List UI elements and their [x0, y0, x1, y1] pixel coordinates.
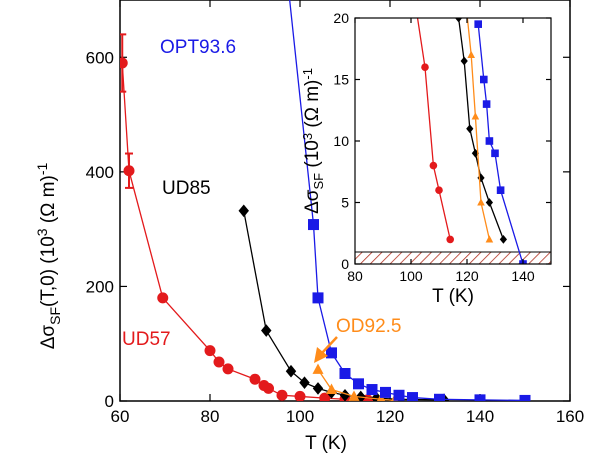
- main-point-opt93-6: [326, 347, 337, 359]
- main-point-ud57: [276, 389, 288, 401]
- label-od92-5: OD92.5: [336, 316, 401, 337]
- inset-ytick-label: 15: [333, 72, 349, 88]
- inset-point-opt93-6: [496, 186, 505, 194]
- inset-xtick-label: 100: [399, 268, 423, 284]
- inset-point-opt93-6: [474, 20, 482, 28]
- inset-xtick-label: 80: [347, 268, 363, 284]
- main-ytick-label: 400: [86, 163, 114, 182]
- inset-ytick-label: 20: [333, 10, 349, 26]
- main-xlabel: T (K): [305, 433, 347, 454]
- main-xtick-label: 60: [111, 407, 130, 426]
- inset-series-group: [413, 8, 527, 264]
- main-point-ud85: [299, 376, 310, 389]
- inset-point-od92-5: [477, 198, 485, 206]
- main-ytick-label: 200: [86, 277, 114, 296]
- inset-point-od92-5: [471, 112, 480, 120]
- main-point-ud57: [204, 345, 216, 357]
- main-point-ud85: [261, 324, 272, 337]
- inset-point-ud85: [460, 56, 468, 66]
- inset-axis-ticks: 80 100 120 140 0 5 10 15 20: [333, 10, 551, 284]
- main-point-opt93-6: [434, 393, 445, 401]
- inset-point-od92-5: [463, 10, 471, 17]
- main-point-ud57: [213, 356, 225, 368]
- inset-point-od92-5: [467, 50, 475, 58]
- label-ud85: UD85: [162, 178, 211, 199]
- inset-xtick-label: 120: [455, 268, 479, 284]
- main-point-ud57: [222, 363, 234, 375]
- inset-background: [355, 18, 551, 264]
- inset-ytick-label: 5: [341, 195, 349, 211]
- inset-point-opt93-6: [482, 100, 491, 108]
- main-point-od92-5: [348, 390, 360, 401]
- main-ytick-label: 600: [86, 48, 114, 67]
- main-point-opt93-6: [366, 384, 378, 396]
- main-point-opt93-6: [407, 392, 418, 401]
- main-point-ud85: [285, 364, 297, 378]
- inset-ytick-label: 0: [341, 256, 349, 272]
- inset-point-ud57: [435, 186, 443, 194]
- inset-xlabel: T (K): [432, 286, 474, 307]
- main-point-od92-5: [312, 363, 324, 374]
- main-point-ud85: [312, 382, 324, 395]
- main-point-ud57: [319, 392, 331, 401]
- main-point-ud57: [157, 292, 169, 304]
- main-xtick-label: 140: [466, 407, 494, 426]
- inset-point-opt93-6: [491, 149, 499, 158]
- main-ylabel: ΔσSF(T,0) (103 (Ω m)-1: [34, 163, 63, 350]
- main-point-opt93-6: [380, 386, 391, 398]
- inset-point-ud85: [471, 148, 480, 158]
- inset-ylabel: ΔσSF (103 (Ω m)-1: [300, 68, 326, 214]
- main-point-opt93-6: [474, 394, 486, 401]
- inset-point-ud85: [485, 198, 494, 207]
- inset-noise-band: [355, 252, 551, 264]
- main-point-ud85: [339, 388, 351, 401]
- main-point-od92-5: [326, 383, 337, 394]
- main-point-opt93-6: [353, 378, 364, 390]
- inset-point-ud57: [429, 161, 438, 170]
- inset-point-ud85: [454, 18, 463, 23]
- inset-point-ud57: [446, 235, 455, 244]
- inset-point-ud57: [413, 8, 421, 16]
- inset-point-opt93-6: [485, 137, 494, 145]
- label-opt93-6: OPT93.6: [160, 37, 236, 58]
- inset-point-ud57: [421, 63, 429, 71]
- main-xtick-label: 80: [201, 407, 220, 426]
- main-point-ud57: [294, 390, 306, 401]
- inset-point-ud85: [499, 235, 508, 244]
- inset-point-opt93-6: [480, 75, 488, 84]
- label-ud57: UD57: [122, 329, 171, 350]
- main-point-ud57: [120, 57, 128, 69]
- inset-point-od92-5: [485, 235, 494, 243]
- od92-5-arrow: [314, 336, 338, 363]
- main-series-group: [120, 0, 531, 401]
- main-xtick-label: 160: [556, 407, 584, 426]
- main-point-ud57: [263, 382, 274, 394]
- inset-ytick-label: 10: [333, 133, 349, 149]
- main-point-opt93-6: [312, 292, 324, 304]
- main-xtick-label: 120: [376, 407, 404, 426]
- main-xtick-label: 100: [286, 407, 314, 426]
- main-point-opt93-6: [339, 368, 351, 380]
- main-point-opt93-6: [393, 389, 405, 401]
- main-point-ud57: [249, 373, 261, 385]
- main-point-ud57: [123, 165, 135, 177]
- inset-xtick-label: 140: [511, 268, 535, 284]
- main-point-ud85: [238, 204, 249, 218]
- main-point-opt93-6: [519, 394, 531, 401]
- main-ytick-label: 0: [105, 392, 114, 411]
- inset-point-ud85: [466, 124, 474, 134]
- main-point-opt93-6: [308, 219, 319, 231]
